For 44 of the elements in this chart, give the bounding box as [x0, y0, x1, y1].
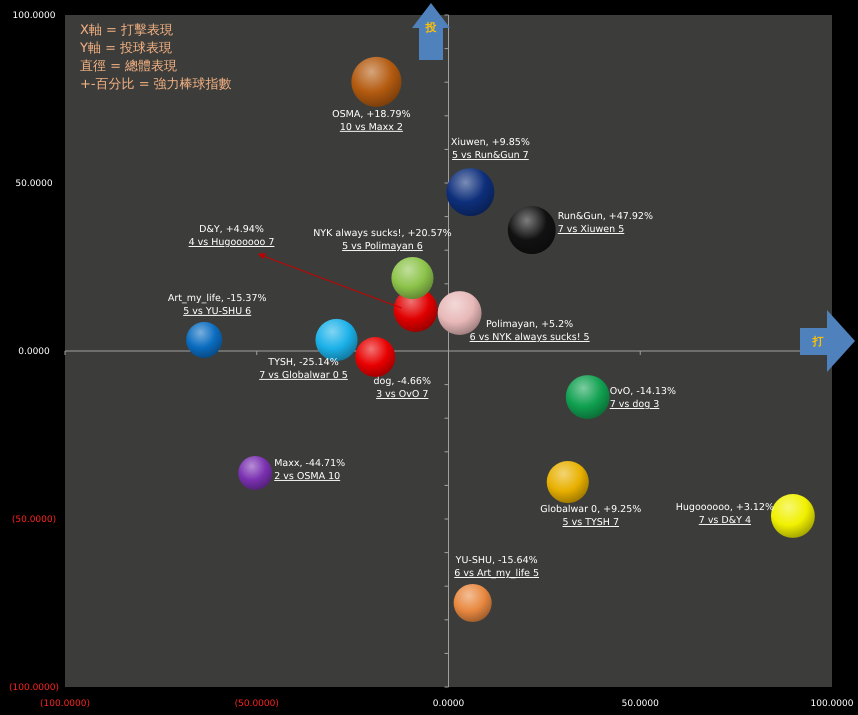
annotation: OvO, -14.13% — [610, 386, 676, 398]
annotation: 5 vs TYSH 7 — [562, 517, 620, 528]
annotation: dog, -4.66% — [373, 376, 432, 388]
annotation: 7 vs D&Y 4 — [698, 514, 752, 526]
annotation: 6 vs NYK always sucks! 5 — [470, 332, 590, 344]
annotation: 3 vs OvO 7 — [376, 389, 428, 400]
x-tick-label: 50.0000 — [622, 699, 660, 709]
annotation: Run&Gun, +47.92% — [558, 211, 653, 222]
annotation: OSMA, +18.79% — [332, 108, 411, 120]
annotation: 4 vs Hugoooooo 7 — [188, 237, 274, 248]
annotation: 6 vs Art_my_life 5 — [454, 568, 540, 579]
annotation: +-百分比 = 強力棒球指數 — [80, 77, 232, 92]
annotation: 7 vs Globalwar 0 5 — [259, 370, 348, 381]
annotation: 10 vs Maxx 2 — [340, 122, 403, 133]
annotation: Xiuwen, +9.85% — [450, 137, 530, 148]
annotation: Art_my_life, -15.37% — [168, 292, 267, 304]
annotation: Globalwar 0, +9.25% — [540, 504, 642, 516]
annotation: 2 vs OSMA 10 — [274, 470, 340, 482]
annotation: Polimayan, +5.2% — [486, 319, 574, 330]
annotation: 5 vs Run&Gun 7 — [452, 150, 529, 162]
annotation: Maxx, -44.71% — [274, 458, 346, 469]
x-tick-label: (100.0000) — [40, 699, 90, 709]
annotation: 投 — [424, 21, 438, 34]
annotation: X軸 = 打擊表現 — [80, 23, 174, 38]
annotation: D&Y, +4.94% — [199, 224, 264, 236]
annotation: TYSH, -25.14% — [267, 356, 339, 368]
annotation: NYK always sucks!, +20.57% — [313, 228, 452, 240]
annotation: Y軸 = 投球表現 — [79, 41, 172, 56]
y-tick-label: (50.0000) — [12, 515, 56, 525]
y-tick-label: 100.0000 — [12, 11, 56, 21]
x-tick-label: 100.0000 — [810, 699, 854, 709]
annotation: 直徑 = 總體表現 — [80, 59, 178, 74]
annotation: Hugoooooo, +3.12% — [676, 502, 774, 513]
x-tick-label: 0.0000 — [432, 699, 465, 709]
y-tick-label: 0.0000 — [18, 347, 50, 357]
annotation: 打 — [812, 335, 824, 348]
y-tick-label: 50.0000 — [15, 179, 53, 189]
y-tick-label: (100.0000) — [9, 683, 59, 693]
annotation: 5 vs YU-SHU 6 — [183, 306, 252, 317]
annotation: YU-SHU, -15.64% — [454, 555, 538, 566]
annotation: 7 vs dog 3 — [610, 399, 660, 410]
annotation: 5 vs Polimayan 6 — [342, 241, 423, 252]
annotation: 7 vs Xiuwen 5 — [558, 224, 624, 236]
x-tick-label: (50.0000) — [234, 699, 279, 709]
